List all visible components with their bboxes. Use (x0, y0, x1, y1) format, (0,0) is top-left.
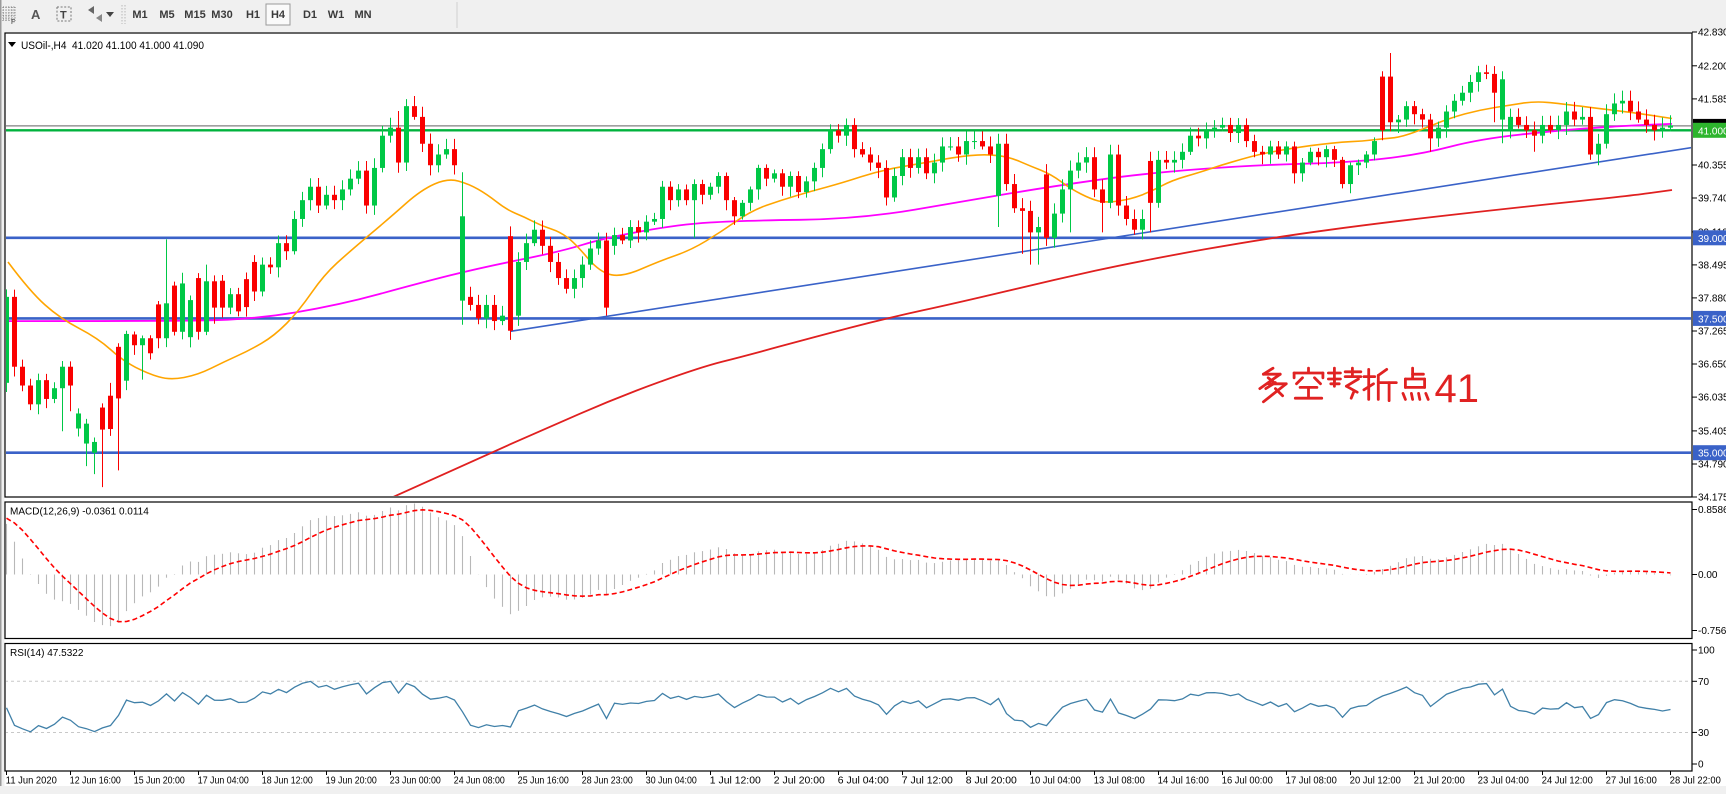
svg-text:0: 0 (1698, 760, 1704, 771)
svg-text:F: F (11, 19, 15, 26)
svg-text:35.000: 35.000 (1698, 449, 1726, 460)
svg-text:40.355: 40.355 (1698, 161, 1726, 172)
svg-text:25 Jun 16:00: 25 Jun 16:00 (518, 775, 569, 787)
svg-text:14 Jul 16:00: 14 Jul 16:00 (1158, 775, 1209, 787)
svg-text:10 Jul 04:00: 10 Jul 04:00 (1030, 775, 1081, 787)
svg-text:H1: H1 (246, 9, 260, 21)
svg-text:17 Jun 04:00: 17 Jun 04:00 (198, 775, 249, 787)
svg-text:1 Jul 12:00: 1 Jul 12:00 (710, 775, 761, 787)
svg-text:M15: M15 (184, 9, 205, 21)
svg-text:8 Jul 20:00: 8 Jul 20:00 (966, 775, 1017, 787)
svg-text:100: 100 (1698, 646, 1715, 657)
svg-text:MN: MN (354, 9, 371, 21)
svg-text:11 Jun 2020: 11 Jun 2020 (6, 775, 57, 787)
svg-text:34.175: 34.175 (1698, 493, 1726, 504)
svg-text:39.000: 39.000 (1698, 234, 1726, 245)
svg-text:36.035: 36.035 (1698, 393, 1726, 404)
svg-text:41.000: 41.000 (1698, 126, 1726, 137)
svg-text:36.650: 36.650 (1698, 360, 1726, 371)
svg-text:28 Jun 23:00: 28 Jun 23:00 (582, 775, 633, 787)
svg-text:13 Jul 08:00: 13 Jul 08:00 (1094, 775, 1145, 787)
svg-text:-0.7562: -0.7562 (1698, 626, 1726, 637)
svg-text:0.00: 0.00 (1698, 570, 1718, 581)
svg-text:20 Jul 12:00: 20 Jul 12:00 (1350, 775, 1401, 787)
svg-text:35.405: 35.405 (1698, 426, 1726, 437)
svg-text:41: 41 (1435, 367, 1480, 411)
svg-text:30 Jun 04:00: 30 Jun 04:00 (646, 775, 697, 787)
svg-text:19 Jun 20:00: 19 Jun 20:00 (326, 775, 377, 787)
svg-text:23 Jul 04:00: 23 Jul 04:00 (1478, 775, 1529, 787)
svg-text:RSI(14) 47.5322: RSI(14) 47.5322 (10, 648, 84, 659)
svg-text:37.265: 37.265 (1698, 327, 1726, 338)
svg-text:38.495: 38.495 (1698, 260, 1726, 271)
svg-text:18 Jun 12:00: 18 Jun 12:00 (262, 775, 313, 787)
svg-text:30: 30 (1698, 728, 1710, 739)
svg-text:M1: M1 (132, 9, 147, 21)
svg-text:37.500: 37.500 (1698, 314, 1726, 325)
svg-text:USOil-,H4 41.020 41.100 41.00: USOil-,H4 41.020 41.100 41.000 41.090 (21, 40, 204, 52)
svg-text:28 Jul 22:00: 28 Jul 22:00 (1670, 775, 1721, 787)
svg-text:MACD(12,26,9) -0.0361 0.0114: MACD(12,26,9) -0.0361 0.0114 (10, 507, 149, 518)
svg-text:M5: M5 (159, 9, 174, 21)
svg-text:42.830: 42.830 (1698, 28, 1726, 39)
svg-text:24 Jun 08:00: 24 Jun 08:00 (454, 775, 505, 787)
svg-text:A: A (31, 7, 41, 22)
svg-text:D1: D1 (303, 9, 317, 21)
svg-text:23 Jun 00:00: 23 Jun 00:00 (390, 775, 441, 787)
svg-text:21 Jul 20:00: 21 Jul 20:00 (1414, 775, 1465, 787)
svg-text:39.740: 39.740 (1698, 194, 1726, 205)
svg-text:0.8586: 0.8586 (1698, 505, 1726, 516)
svg-text:15 Jun 20:00: 15 Jun 20:00 (134, 775, 185, 787)
svg-text:H4: H4 (271, 9, 286, 21)
svg-text:7 Jul 12:00: 7 Jul 12:00 (902, 775, 953, 787)
svg-text:70: 70 (1698, 677, 1710, 688)
svg-text:37.880: 37.880 (1698, 293, 1726, 304)
svg-text:W1: W1 (328, 9, 345, 21)
svg-text:42.200: 42.200 (1698, 61, 1726, 72)
svg-text:41.585: 41.585 (1698, 94, 1726, 105)
svg-text:16 Jul 00:00: 16 Jul 00:00 (1222, 775, 1273, 787)
svg-text:12 Jun 16:00: 12 Jun 16:00 (70, 775, 121, 787)
svg-text:27 Jul 16:00: 27 Jul 16:00 (1606, 775, 1657, 787)
svg-text:T: T (60, 10, 67, 22)
svg-text:24 Jul 12:00: 24 Jul 12:00 (1542, 775, 1593, 787)
svg-text:2 Jul 20:00: 2 Jul 20:00 (774, 775, 825, 787)
svg-text:M30: M30 (211, 9, 232, 21)
svg-text:34.790: 34.790 (1698, 460, 1726, 471)
svg-text:17 Jul 08:00: 17 Jul 08:00 (1286, 775, 1337, 787)
svg-text:6 Jul 04:00: 6 Jul 04:00 (838, 775, 889, 787)
